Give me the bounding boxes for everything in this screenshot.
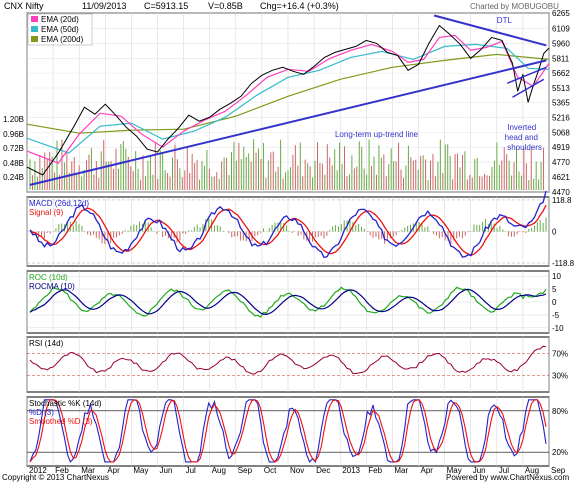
dtl-line	[433, 14, 547, 47]
price-tick-label: 5365	[552, 99, 570, 108]
x-tick-label: Oct	[264, 466, 277, 475]
price-legend-label: EMA (200d)	[41, 35, 84, 44]
roc-tick-label: 0	[552, 298, 557, 307]
roc-legend-label: ROC (10d)	[29, 273, 68, 282]
stoch-k-line	[29, 399, 547, 464]
x-tick-label: Jul	[186, 466, 196, 475]
volume-tick-label: 0.48B	[3, 159, 24, 168]
roc-tick-label: 10	[552, 272, 561, 281]
ihs-annotation: shoulders	[507, 143, 542, 152]
price-tick-label: 5216	[552, 114, 570, 123]
x-tick-label: Sep	[238, 466, 253, 475]
powered-label: Powered by www.ChartNexus.com	[446, 473, 569, 482]
roc-tick-label: 5	[552, 285, 557, 294]
macd-line	[29, 190, 547, 259]
ihs-annotation: Inverted	[507, 123, 536, 132]
x-tick-label: Jun	[160, 466, 173, 475]
price-tick-label: 6109	[552, 25, 570, 34]
macd-tick-label: -118.8	[552, 259, 575, 268]
x-tick-label: Feb	[368, 466, 382, 475]
price-tick-label: 5960	[552, 39, 570, 48]
stoch-d-legend-label: %D (3)	[29, 408, 54, 417]
x-tick-label: 2013	[342, 466, 360, 475]
macd-legend-label: MACD (26d,12d)	[29, 199, 89, 208]
stoch-tick-label: 80%	[552, 407, 568, 416]
change-label: Chg=+16.4 (+0.3%)	[260, 1, 339, 11]
rocma-line	[29, 288, 547, 316]
x-tick-label: May	[133, 466, 148, 475]
legend-swatch	[31, 26, 38, 32]
x-tick-label: 2012	[29, 466, 47, 475]
ihs-annotation: head and	[505, 133, 538, 142]
x-tick-label: Mar	[394, 466, 408, 475]
close-label: C=5913.15	[144, 1, 188, 11]
credit-label: Charted by MOBUGOBU	[470, 2, 559, 11]
price-series-line	[26, 24, 550, 176]
rsi-legend-label: RSI (14d)	[29, 339, 64, 348]
uptrend-line	[29, 59, 547, 186]
rsi-line	[29, 345, 547, 375]
x-tick-label: Dec	[316, 466, 330, 475]
roc-line	[29, 286, 547, 318]
price-legend-label: EMA (20d)	[41, 15, 79, 24]
ihs-line	[512, 78, 545, 98]
x-tick-label: Mar	[81, 466, 95, 475]
neckline	[506, 66, 547, 84]
signal-legend-label: Signal (9)	[29, 208, 64, 217]
stoch-tick-label: 20%	[552, 448, 568, 457]
stoch-smoothed-legend-label: Smoothed %D (3)	[29, 417, 93, 426]
x-tick-label: Feb	[55, 466, 69, 475]
x-tick-label: Apr	[421, 466, 434, 475]
legend-swatch	[31, 16, 38, 22]
x-tick-label: Sep	[551, 466, 566, 475]
legend-swatch	[31, 36, 38, 42]
price-tick-label: 6265	[552, 9, 570, 18]
uptrend-annotation: Long-term up-trend line	[335, 130, 419, 139]
x-tick-label: May	[447, 466, 462, 475]
price-tick-label: 5513	[552, 84, 570, 93]
price-legend-label: EMA (50d)	[41, 25, 79, 34]
volume-label: V=0.85B	[208, 1, 243, 11]
price-series-line	[26, 53, 550, 134]
rsi-tick-label: 30%	[552, 372, 568, 381]
price-tick-label: 5662	[552, 69, 570, 78]
signal-line	[29, 204, 547, 256]
macd-tick-label: 0	[552, 228, 557, 237]
volume-tick-label: 1.20B	[3, 115, 24, 124]
price-tick-label: 4770	[552, 158, 570, 167]
x-tick-label: Aug	[212, 466, 226, 475]
price-legend-box	[27, 13, 93, 46]
symbol-label: CNX Nifty	[4, 1, 44, 11]
roc-tick-label: -10	[552, 324, 564, 333]
x-tick-label: Nov	[290, 466, 304, 475]
roc-tick-label: -5	[552, 311, 560, 320]
x-tick-label: Jun	[473, 466, 486, 475]
stoch-legend-label: Stochastic %K (14d)	[29, 399, 102, 408]
stoch-d-line	[29, 399, 547, 463]
volume-tick-label: 0.96B	[3, 130, 24, 139]
price-tick-label: 4621	[552, 173, 570, 182]
price-tick-label: 5068	[552, 128, 570, 137]
rocma-legend-label: ROCMA (10)	[29, 282, 75, 291]
dtl-annotation: DTL	[497, 16, 513, 25]
price-tick-label: 4919	[552, 143, 570, 152]
rsi-tick-label: 70%	[552, 350, 568, 359]
volume-tick-label: 0.72B	[3, 144, 24, 153]
copyright-label: Copyright © 2013 ChartNexus	[2, 473, 109, 482]
price-tick-label: 4470	[552, 188, 570, 197]
x-tick-label: Aug	[525, 466, 539, 475]
x-tick-label: Apr	[107, 466, 120, 475]
date-label: 11/09/2013	[82, 1, 126, 11]
price-series-line	[26, 34, 550, 164]
macd-tick-label: 118.8	[552, 196, 572, 205]
price-tick-label: 5811	[552, 54, 570, 63]
x-tick-label: Jul	[499, 466, 509, 475]
volume-tick-label: 0.24B	[3, 173, 24, 182]
